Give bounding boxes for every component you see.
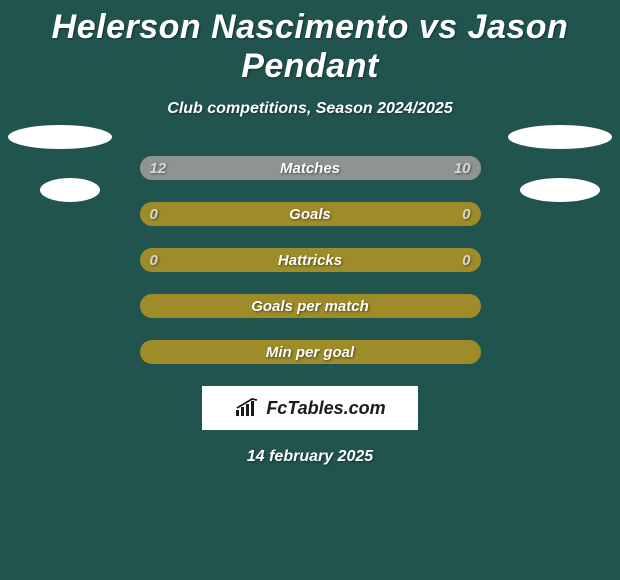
player-ellipse [520,178,600,202]
bar-label: Matches [280,160,340,177]
bar-value-right: 0 [462,252,470,269]
player-ellipse [508,125,612,149]
bar-label: Goals per match [251,298,369,315]
logo-text: FcTables.com [266,398,385,419]
bar-value-left: 0 [150,252,158,269]
bar-label: Hattricks [278,252,342,269]
bar-value-right: 0 [462,206,470,223]
bar-row: 0 Goals 0 [0,202,620,226]
bar-track: 12 Matches 10 [140,156,481,180]
bar-row: Min per goal [0,340,620,364]
bar-row: 12 Matches 10 [0,156,620,180]
bar-value-right: 10 [454,160,471,177]
player-ellipse [40,178,100,202]
bar-track: 0 Goals 0 [140,202,481,226]
bar-value-left: 12 [150,160,167,177]
bar-track: Goals per match [140,294,481,318]
bar-track: Min per goal [140,340,481,364]
bar-label: Min per goal [266,344,354,361]
bar-row: 0 Hattricks 0 [0,248,620,272]
bar-value-left: 0 [150,206,158,223]
bar-label: Goals [289,206,331,223]
chart-icon [234,398,262,418]
subtitle: Club competitions, Season 2024/2025 [0,100,620,118]
bar-track: 0 Hattricks 0 [140,248,481,272]
stats-card: Helerson Nascimento vs Jason Pendant Clu… [0,0,620,580]
logo-box[interactable]: FcTables.com [202,386,418,430]
page-title: Helerson Nascimento vs Jason Pendant [0,0,620,86]
logo: FcTables.com [234,398,385,419]
player-ellipse [8,125,112,149]
bar-row: Goals per match [0,294,620,318]
date-text: 14 february 2025 [0,448,620,466]
